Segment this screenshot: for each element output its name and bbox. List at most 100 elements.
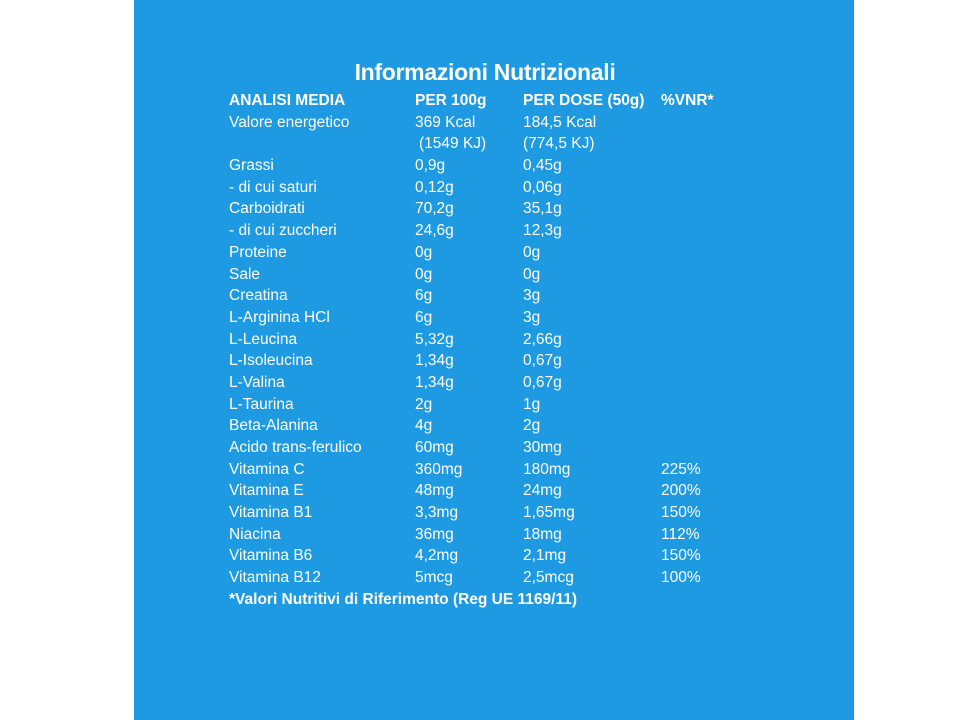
value-per-100g: 2g [415, 395, 433, 413]
value-per-dose: 2g [523, 417, 541, 435]
value-vnr: 200% [661, 482, 701, 500]
table-row: L-Isoleucina 1,34g 0,67g [229, 350, 577, 372]
value-per-dose: 0g [523, 265, 541, 283]
value-per-100g: 48mg [415, 482, 454, 500]
table-row: Vitamina B6 4,2mg 2,1mg 150% [229, 545, 701, 567]
table-body: Valore energetico 369 Kcal (1549 KJ) 184,5… [229, 112, 701, 589]
table-row: Valore energetico 369 Kcal (1549 KJ) 184,5… [229, 112, 596, 155]
nutrient-name: L-Arginina HCl [229, 308, 330, 326]
table-row: L-Valina 1,34g 0,67g [229, 372, 577, 394]
footnote: *Valori Nutritivi di Riferimento (Reg UE… [229, 590, 577, 608]
value-vnr: 150% [661, 504, 701, 522]
value-per-100g: 0,9g [415, 157, 446, 175]
value-per-dose: 0,67g [523, 352, 562, 370]
value-per-dose: 2,5mcg [523, 569, 574, 587]
header-per-100g: PER 100g [415, 92, 487, 109]
value-per-100g: 6g [415, 287, 433, 305]
value-per-100g: 1,34g [415, 373, 454, 391]
page-title: Informazioni Nutrizionali [354, 59, 616, 85]
nutrient-name: Vitamina B12 [229, 569, 321, 587]
value-per-100g: 360mg [415, 460, 463, 478]
value-per-100g: 36mg [415, 525, 454, 543]
value-vnr: 150% [661, 547, 701, 565]
table-row: - di cui saturi 0,12g 0,06g [229, 177, 577, 199]
nutrition-table: ANALISI MEDIA PER 100g PER DOSE (50g) %V… [229, 90, 714, 611]
value-per-dose-line1: 184,5 Kcal [523, 113, 597, 131]
table-row: Beta-Alanina 4g 2g [229, 415, 577, 437]
table-row: Niacina 36mg 18mg 112% [229, 524, 700, 546]
table-row: L-Taurina 2g 1g [229, 394, 577, 416]
slide-panel [134, 0, 854, 720]
value-per-100g: 24,6g [415, 222, 454, 240]
value-vnr: 225% [661, 460, 701, 478]
nutrient-name: Proteine [229, 243, 287, 261]
nutrient-name: L-Taurina [229, 395, 294, 413]
nutrient-name: Vitamina B1 [229, 504, 313, 522]
table-row: Vitamina E 48mg 24mg 200% [229, 480, 701, 502]
value-per-100g: 1,34g [415, 352, 454, 370]
nutrient-name: Vitamina C [229, 460, 305, 478]
value-per-dose: 0,45g [523, 157, 562, 175]
nutrient-name: Carboidrati [229, 200, 305, 218]
nutrient-name: Beta-Alanina [229, 417, 318, 435]
value-per-100g: 5mcg [415, 569, 453, 587]
value-per-dose: 1,65mg [523, 504, 575, 522]
value-per-100g: 6g [415, 308, 433, 326]
table-row: Vitamina B12 5mcg 2,5mcg 100% [229, 567, 701, 589]
table-header-row: ANALISI MEDIA PER 100g PER DOSE (50g) %V… [229, 90, 714, 112]
table-row: Proteine 0g 0g [229, 242, 577, 264]
value-per-dose: 2,66g [523, 330, 562, 348]
table-row: Vitamina B1 3,3mg 1,65mg 150% [229, 502, 701, 524]
nutrient-name: Sale [229, 265, 261, 283]
nutrient-name: Grassi [229, 157, 274, 175]
value-vnr: 100% [661, 569, 701, 587]
value-per-dose: 24mg [523, 482, 562, 500]
value-per-100g: 70,2g [415, 200, 454, 218]
value-per-dose: 180mg [523, 460, 571, 478]
nutrient-name: Valore energetico [229, 113, 350, 131]
value-per-dose: 1g [523, 395, 541, 413]
table-row: Vitamina C 360mg 180mg 225% [229, 459, 701, 481]
nutrient-name: L-Isoleucina [229, 352, 313, 370]
nutrient-name: Niacina [229, 525, 281, 543]
value-per-100g: 0g [415, 265, 433, 283]
value-per-100g: 369 Kcal (1549 KJ) [415, 112, 486, 155]
value-per-dose: 30mg [523, 439, 562, 457]
nutrient-name: L-Leucina [229, 330, 298, 348]
header-analisi-media: ANALISI MEDIA [229, 92, 346, 109]
value-per-100g: 4g [415, 417, 433, 435]
value-per-100g: 3,3mg [415, 504, 459, 522]
value-per-100g: 5,32g [415, 330, 454, 348]
value-per-100g: 4,2mg [415, 547, 459, 565]
table-row: Creatina 6g 3g [229, 285, 577, 307]
table-row: Sale 0g 0g [229, 264, 577, 286]
table-row: L-Arginina HCl 6g 3g [229, 307, 577, 329]
value-per-100g: 0g [415, 243, 433, 261]
table-row: L-Leucina 5,32g 2,66g [229, 329, 577, 351]
table-row: - di cui zuccheri 24,6g 12,3g [229, 220, 577, 242]
header-vnr: %VNR* [661, 92, 714, 109]
value-per-100g-line1: 369 Kcal [415, 113, 476, 131]
value-per-dose: 184,5 Kcal (774,5 KJ) [523, 112, 596, 155]
value-vnr: 112% [661, 525, 700, 543]
value-per-dose: 0g [523, 243, 541, 261]
value-per-dose: 18mg [523, 525, 562, 543]
value-per-dose: 12,3g [523, 222, 562, 240]
table-row: Carboidrati 70,2g 35,1g [229, 198, 577, 220]
nutrient-name: Vitamina B6 [229, 547, 313, 565]
value-per-100g: 60mg [415, 439, 454, 457]
value-per-dose: 2,1mg [523, 547, 567, 565]
nutrient-name: L-Valina [229, 373, 285, 391]
nutrient-name: Creatina [229, 287, 288, 305]
table-row: Grassi 0,9g 0,45g [229, 155, 577, 177]
value-per-dose: 35,1g [523, 200, 562, 218]
header-per-dose: PER DOSE (50g) [523, 92, 645, 109]
value-per-100g: 0,12g [415, 178, 454, 196]
value-per-dose: 0,67g [523, 373, 562, 391]
value-per-dose: 3g [523, 287, 541, 305]
value-per-dose-line2: (774,5 KJ) [523, 135, 595, 153]
nutrient-name: Vitamina E [229, 482, 304, 500]
nutrient-name: - di cui saturi [229, 178, 317, 196]
value-per-dose: 3g [523, 308, 541, 326]
table-row: Acido trans-ferulico 60mg 30mg [229, 437, 577, 459]
